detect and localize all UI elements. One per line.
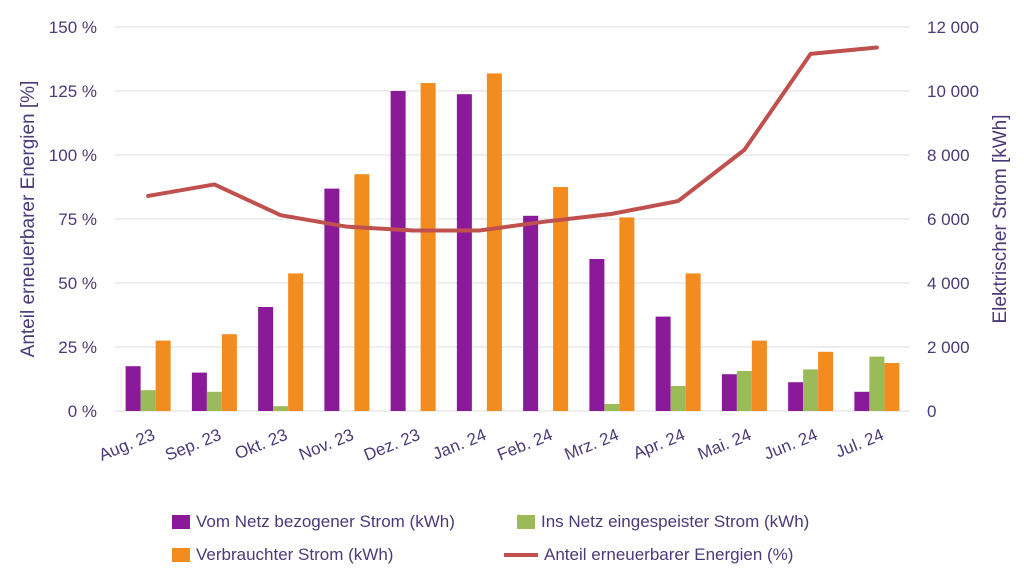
bar (221, 334, 237, 411)
x-tick-label: Okt. 23 (232, 425, 290, 463)
bar (685, 273, 701, 411)
x-tick-label: Jan. 24 (430, 425, 489, 464)
x-tick-label: Feb. 24 (495, 425, 556, 464)
bar (884, 363, 900, 411)
right-tick-label: 2 000 (927, 338, 970, 357)
bar (125, 366, 141, 411)
bar (854, 391, 870, 411)
left-tick-label: 25 % (58, 338, 97, 357)
x-axis-ticks: Aug. 23 Sep. 23 Okt. 23 Nov. 23 Dez. 23 Jan. … (96, 425, 886, 465)
right-axis-title: Elektrischer Strom [kWh] (990, 114, 1011, 323)
left-tick-label: 150 % (49, 18, 97, 37)
bar (736, 371, 752, 411)
x-tick-label: Jun. 24 (761, 425, 820, 464)
right-tick-label: 8 000 (927, 146, 970, 165)
x-tick-label: Mrz. 24 (562, 425, 622, 464)
bar (354, 174, 370, 411)
x-tick-label: Jul. 24 (833, 425, 887, 461)
left-tick-label: 100 % (49, 146, 97, 165)
right-tick-label: 6 000 (927, 210, 970, 229)
bar-series (125, 73, 900, 412)
right-tick-label: 4 000 (927, 274, 970, 293)
bar (273, 406, 289, 411)
bar (420, 83, 436, 411)
left-axis-ticks: 0 % 25 % 50 % 75 % 100 % 125 % 150 % (49, 18, 97, 421)
bar (788, 382, 804, 411)
bar (523, 215, 539, 411)
bar (390, 91, 406, 411)
line-series (146, 45, 879, 233)
renewable-share-line (146, 45, 879, 233)
bar (751, 340, 767, 411)
left-axis-title: Anteil erneuerbarer Energien [%] (18, 81, 39, 358)
bar (324, 188, 340, 411)
right-axis-ticks: 0 2 000 4 000 6 000 8 000 10 000 12 000 (927, 18, 979, 421)
bar (553, 187, 569, 411)
x-tick-label: Apr. 24 (631, 425, 688, 463)
bar (670, 386, 686, 411)
bar (456, 94, 472, 411)
x-tick-label: Nov. 23 (296, 425, 356, 464)
x-tick-label: Mai. 24 (695, 425, 754, 464)
bar (655, 316, 671, 411)
bar (191, 372, 207, 411)
bar (206, 391, 222, 411)
left-tick-label: 50 % (58, 274, 97, 293)
left-tick-label: 75 % (58, 210, 97, 229)
bar (818, 351, 834, 411)
bar (803, 369, 819, 411)
bar (721, 374, 737, 411)
bar (258, 307, 274, 411)
gridlines (115, 26, 910, 412)
bar (140, 390, 156, 411)
right-tick-label: 0 (927, 402, 936, 421)
x-tick-label: Sep. 23 (162, 425, 223, 465)
bar (869, 356, 885, 411)
x-tick-label: Dez. 23 (361, 425, 422, 465)
bar (619, 217, 635, 411)
bar (486, 73, 502, 412)
right-tick-label: 12 000 (927, 18, 979, 37)
bar (589, 259, 605, 411)
x-tick-label: Aug. 23 (96, 425, 157, 465)
left-tick-label: 0 % (68, 402, 97, 421)
bar (604, 403, 620, 411)
left-tick-label: 125 % (49, 82, 97, 101)
bar (155, 340, 171, 411)
bar (288, 273, 304, 411)
right-tick-label: 10 000 (927, 82, 979, 101)
